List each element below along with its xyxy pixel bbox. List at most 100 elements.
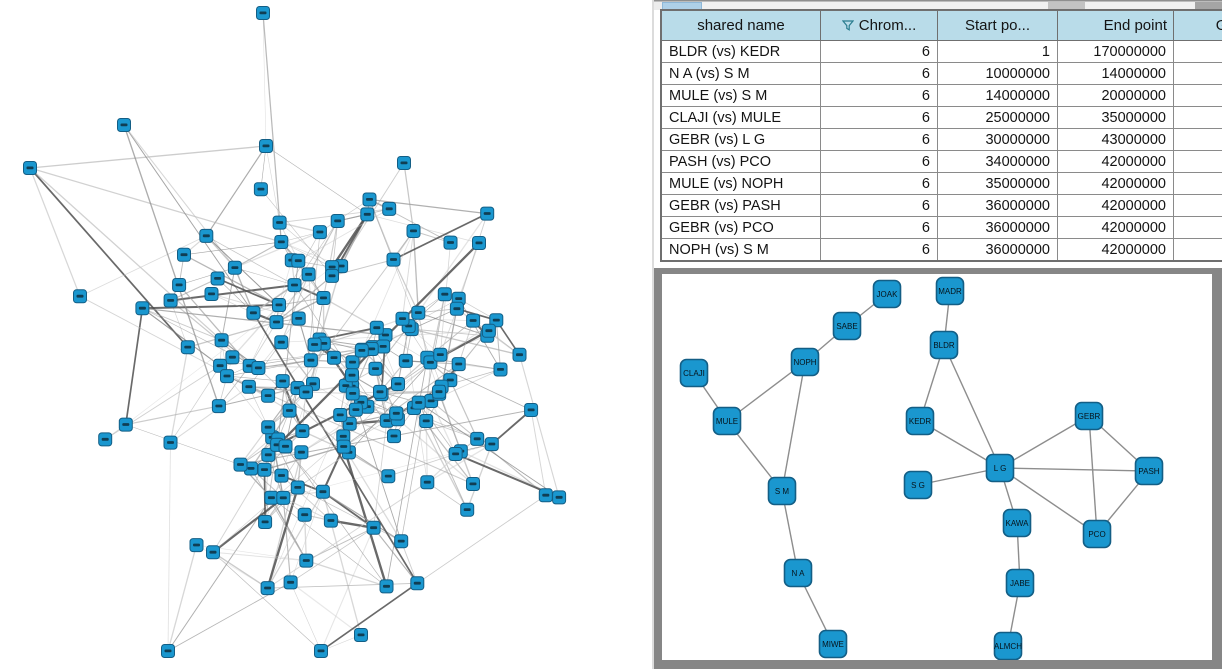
network-node[interactable] — [272, 298, 286, 312]
network-node[interactable] — [333, 408, 348, 422]
subnetwork-edge-GEBR-PCO[interactable] — [1088, 415, 1098, 535]
table-row[interactable]: MULE (vs) NOPH6350000004200000010.5 — [660, 172, 1222, 195]
network-node[interactable] — [206, 545, 220, 560]
network-node[interactable] — [386, 252, 401, 267]
network-node[interactable] — [274, 235, 289, 249]
subnetwork-node-l-g[interactable]: L G — [985, 453, 1015, 483]
subnetwork-node-noph[interactable]: NOPH — [790, 347, 820, 377]
network-node[interactable] — [470, 431, 485, 446]
network-node[interactable] — [264, 490, 279, 505]
table-row[interactable]: GEBR (vs) L G6300000004300000016.9 — [660, 128, 1222, 151]
network-node[interactable] — [327, 350, 341, 365]
subnetwork-canvas[interactable]: JOAK SABE NOPH CLAJI MULE S M N A MIWE M… — [662, 274, 1212, 661]
table-row[interactable]: NOPH (vs) S M636000000420000009.9 — [660, 238, 1222, 262]
network-node[interactable] — [411, 305, 426, 320]
network-node[interactable] — [272, 215, 287, 230]
subnetwork-node-jabe[interactable]: JABE — [1005, 568, 1035, 598]
network-node[interactable] — [389, 406, 404, 421]
network-node[interactable] — [391, 377, 405, 391]
table-row[interactable]: GEBR (vs) PASH636000000420000008.9 — [660, 194, 1222, 217]
subnetwork-node-bldr[interactable]: BLDR — [929, 330, 959, 360]
subnetwork-node-n-a[interactable]: N A — [783, 558, 813, 588]
network-node[interactable] — [180, 340, 195, 355]
subnetwork-node-pco[interactable]: PCO — [1082, 519, 1112, 549]
network-node[interactable] — [259, 139, 273, 153]
network-node[interactable] — [294, 445, 309, 460]
subnetwork-edge-L G-PCO[interactable] — [999, 467, 1098, 535]
table-row[interactable]: GEBR (vs) PCO636000000420000008.4 — [660, 216, 1222, 239]
network-node[interactable] — [303, 353, 318, 368]
network-node[interactable] — [395, 311, 410, 326]
network-node[interactable] — [291, 253, 306, 268]
subnetwork-node-pash[interactable]: PASH — [1134, 456, 1164, 486]
network-node[interactable] — [163, 293, 178, 308]
subnetwork-node-kawa[interactable]: KAWA — [1002, 508, 1032, 538]
network-node[interactable] — [330, 214, 345, 228]
network-node[interactable] — [199, 228, 214, 243]
table-row[interactable]: PASH (vs) PCO6340000004200000011.4 — [660, 150, 1222, 173]
network-node[interactable] — [23, 161, 37, 175]
network-node[interactable] — [261, 388, 276, 403]
network-node[interactable] — [225, 350, 240, 365]
large-network-canvas[interactable] — [0, 0, 652, 669]
subnetwork-edge-NOPH-S M[interactable] — [781, 361, 806, 492]
network-node[interactable] — [512, 347, 527, 362]
network-node[interactable] — [420, 475, 435, 490]
network-node[interactable] — [163, 435, 178, 450]
subnetwork-node-sabe[interactable]: SABE — [832, 311, 862, 341]
subnetwork-node-s-m[interactable]: S M — [767, 476, 797, 506]
network-node[interactable] — [373, 384, 387, 399]
subnetwork-node-madr[interactable]: MADR — [935, 276, 965, 306]
network-node[interactable] — [466, 477, 480, 491]
network-node[interactable] — [387, 429, 401, 444]
network-node[interactable] — [433, 347, 448, 362]
network-node[interactable] — [220, 369, 234, 384]
network-node[interactable] — [278, 439, 293, 454]
network-node[interactable] — [274, 335, 289, 350]
header-start-position[interactable]: Start po... — [937, 9, 1058, 41]
network-node[interactable] — [472, 236, 486, 250]
network-node[interactable] — [443, 235, 458, 250]
subnetwork-edge-L G-PASH[interactable] — [999, 467, 1150, 472]
network-node[interactable] — [552, 490, 567, 505]
hscrollbar-track-2[interactable] — [1085, 2, 1195, 10]
network-node[interactable] — [246, 305, 261, 320]
network-node[interactable] — [257, 462, 272, 477]
network-node[interactable] — [290, 480, 305, 495]
network-node[interactable] — [261, 420, 276, 435]
network-node[interactable] — [493, 362, 508, 377]
network-node[interactable] — [360, 207, 375, 222]
header-end-point[interactable]: End point — [1057, 9, 1174, 41]
network-node[interactable] — [210, 271, 225, 286]
network-node[interactable] — [325, 268, 339, 283]
network-node[interactable] — [382, 201, 397, 216]
network-node[interactable] — [283, 575, 298, 590]
network-node[interactable] — [419, 414, 434, 428]
network-node[interactable] — [406, 224, 421, 238]
network-node[interactable] — [227, 260, 242, 275]
network-node[interactable] — [466, 313, 481, 328]
network-node[interactable] — [451, 357, 466, 372]
network-node[interactable] — [345, 355, 360, 370]
network-node[interactable] — [275, 374, 290, 389]
network-node[interactable] — [287, 278, 302, 293]
network-node[interactable] — [460, 502, 475, 517]
network-node[interactable] — [177, 247, 191, 262]
network-node[interactable] — [211, 399, 226, 414]
network-node[interactable] — [251, 361, 266, 375]
subnetwork-edge-BLDR-L G[interactable] — [943, 344, 1001, 469]
network-node[interactable] — [274, 468, 289, 483]
table-row[interactable]: CLAJI (vs) MULE625000000350000005.9 — [660, 106, 1222, 129]
network-node[interactable] — [241, 379, 256, 394]
network-node[interactable] — [189, 538, 204, 553]
subnetwork-node-gebr[interactable]: GEBR — [1074, 401, 1104, 431]
network-node[interactable] — [354, 343, 369, 358]
subnetwork-node-mule[interactable]: MULE — [712, 406, 742, 436]
network-node[interactable] — [98, 432, 113, 447]
network-node[interactable] — [354, 628, 368, 642]
network-node[interactable] — [301, 267, 316, 282]
table-row[interactable]: BLDR (vs) KEDR61170000000192.0 — [660, 40, 1222, 63]
subnetwork-node-miwe[interactable]: MIWE — [818, 629, 848, 659]
network-node[interactable] — [345, 386, 360, 401]
network-node[interactable] — [369, 320, 384, 335]
